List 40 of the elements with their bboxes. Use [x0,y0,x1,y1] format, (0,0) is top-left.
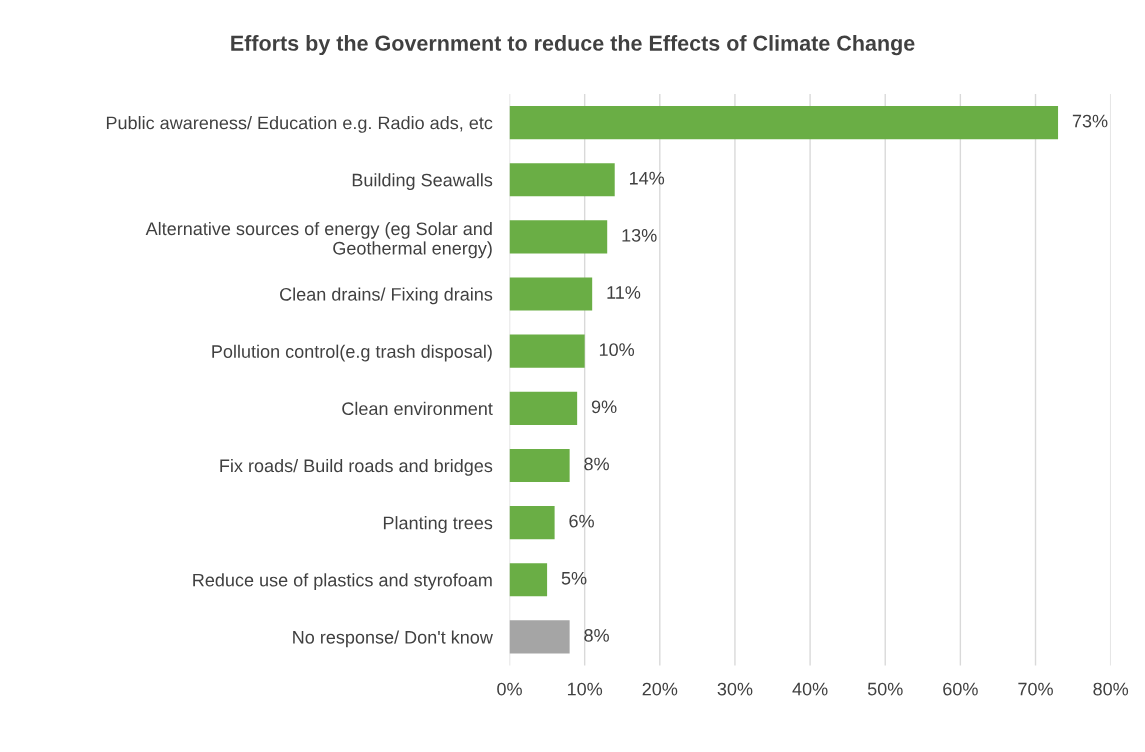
x-tick-label: 50% [867,682,903,696]
y-tick-label: Fix roads/ Build roads and bridges [220,458,493,476]
y-tick-label: Building Seawalls [352,173,493,191]
x-tick-label: 40% [792,682,828,696]
x-tick-label: 60% [943,682,978,696]
x-tick-label: 30% [717,682,753,696]
bar [509,506,555,540]
data-label: 5% [561,571,587,585]
y-tick-label: No response/ Don't know [293,630,493,648]
y-tick-label: Clean drains/ Fixing drains [280,287,493,305]
y-tick-label: Alternative sources of energy (eg Solar and Geothermal energy) [145,221,492,259]
bar [509,163,615,197]
y-tick-label: Pollution control(e.g trash disposal) [212,344,492,362]
data-label: 73% [1072,114,1108,128]
data-label: 14% [629,171,665,185]
data-label: 13% [622,228,657,242]
data-label: 9% [591,400,617,414]
x-tick-label: 10% [567,682,603,696]
bar [509,334,585,368]
bar [509,391,578,425]
x-tick-label: 20% [642,682,678,696]
x-tick-label: 0% [497,682,522,696]
bar [509,277,593,311]
y-tick-label: Reduce use of plastics and styrofoam [193,573,492,591]
bar [509,220,608,254]
y-tick-label: Planting trees [383,516,493,533]
data-label: 8% [584,629,609,642]
data-label: 11% [607,286,641,299]
data-label: 8% [584,457,609,471]
x-tick-label: 70% [1018,682,1053,696]
y-tick-label: Public awareness/ Education e.g. Radio ads, etc [106,116,493,133]
data-label: 10% [599,343,635,357]
bar [509,620,570,654]
chart-title: Efforts by the Government to reduce the Effects of Climate Change [231,35,915,56]
bar [509,563,548,597]
y-tick-label: Clean environment [342,401,493,416]
bar [509,106,1059,140]
data-label: 6% [569,514,594,528]
bar [509,448,570,483]
x-tick-label: 80% [1093,682,1129,696]
